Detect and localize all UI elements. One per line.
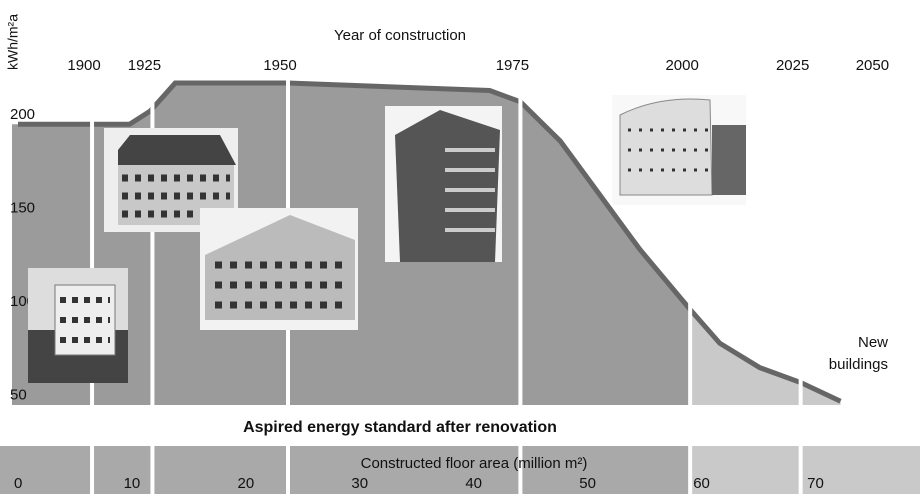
photo [612,95,746,205]
photo [385,106,502,262]
y-axis-label: kWh/m²a [5,14,21,70]
band [0,446,691,494]
y-tick-label: 200 [10,106,35,123]
year-tick-label: 2025 [776,57,809,74]
band-new [690,446,920,494]
photos [28,95,746,383]
x-tick-label: 0 [14,475,22,492]
photo [28,268,128,383]
top-axis-label: Year of construction [334,27,466,44]
x-tick-label: 20 [238,475,255,492]
y-tick-label: 150 [10,199,35,216]
year-tick-label: 1900 [67,57,100,74]
photo [200,208,358,330]
year-tick-label: 1925 [128,57,161,74]
year-tick-label: 1950 [263,57,296,74]
x-tick-label: 10 [124,475,141,492]
x-axis-label: Constructed floor area (million m²) [361,455,588,472]
year-tick-label: 2000 [665,57,698,74]
x-tick-label: 50 [579,475,596,492]
year-tick-label: 2050 [856,57,889,74]
area-new [690,309,841,405]
annotation: New buildings [828,334,888,373]
year-tick-label: 1975 [496,57,529,74]
x-tick-label: 30 [351,475,368,492]
band-label: Aspired energy standard after renovation [243,419,557,436]
x-tick-label: 40 [465,475,482,492]
x-tick-label: 60 [693,475,710,492]
annotation-box: New buildings [828,334,888,373]
line [18,80,842,404]
y-tick-label: 50 [10,387,27,404]
x-tick-label: 70 [807,475,824,492]
